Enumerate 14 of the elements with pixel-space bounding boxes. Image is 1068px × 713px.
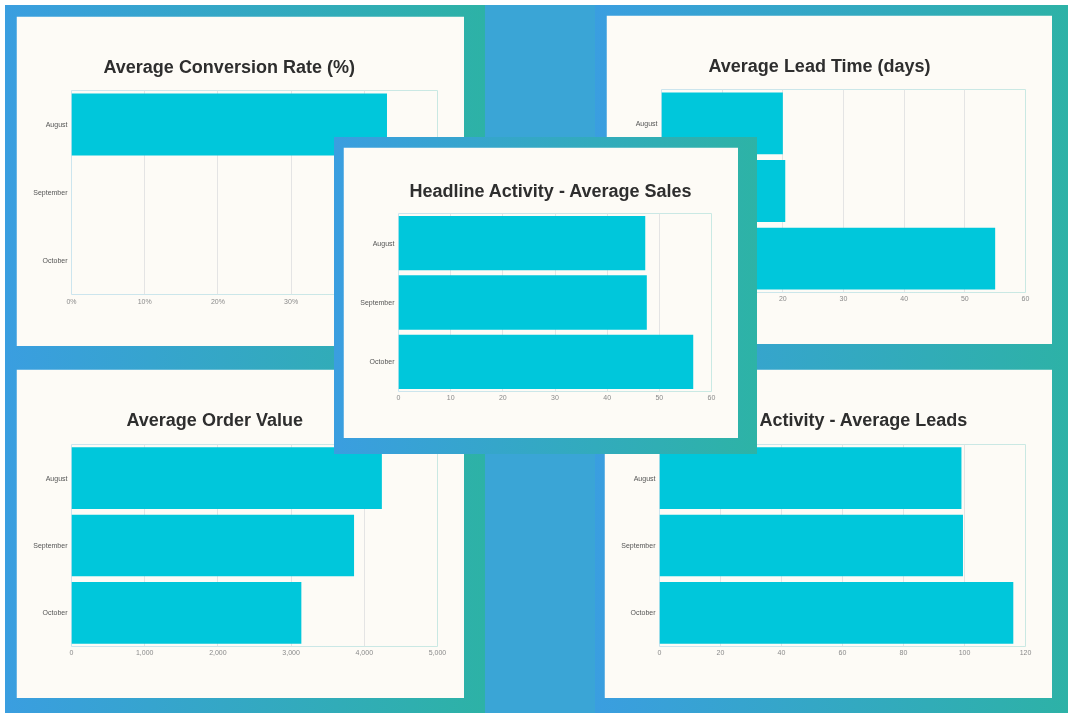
chart-title: Average Conversion Rate (%) bbox=[103, 57, 355, 77]
bar bbox=[398, 334, 694, 389]
bar bbox=[71, 447, 382, 509]
chart-title: Average Lead Time (days) bbox=[708, 55, 931, 76]
bar bbox=[398, 216, 646, 271]
bar bbox=[398, 275, 647, 330]
chart-title: Headline Activity - Average Sales bbox=[409, 181, 692, 202]
bar bbox=[71, 514, 355, 577]
bar bbox=[659, 582, 1014, 644]
bar bbox=[71, 582, 302, 644]
bar bbox=[659, 447, 962, 509]
chart-title: Average Order Value bbox=[126, 410, 303, 431]
bar bbox=[659, 514, 963, 577]
chart-title: Activity - Average Leads bbox=[759, 410, 968, 431]
